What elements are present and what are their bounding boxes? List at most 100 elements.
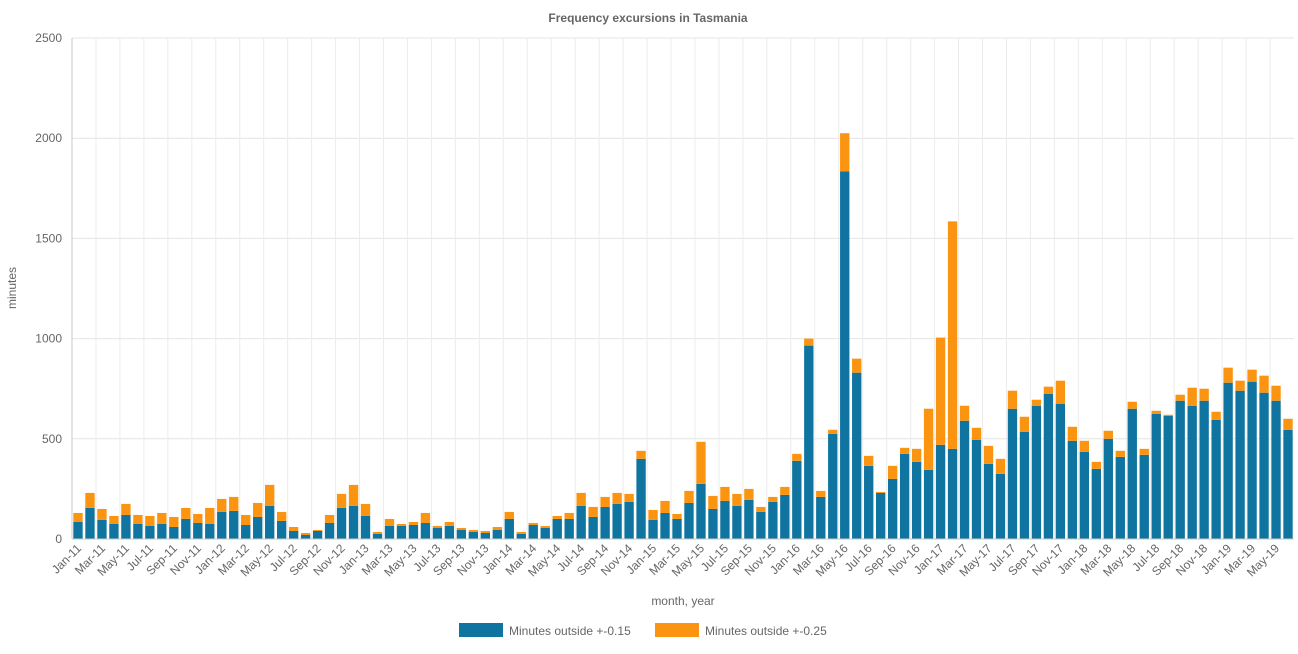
legend-swatch xyxy=(655,623,699,637)
bar-segment-015 xyxy=(552,518,562,539)
bar-segment-025 xyxy=(1283,418,1293,430)
bar-segment-025 xyxy=(828,429,838,434)
bar-segment-015 xyxy=(1283,429,1293,539)
bar-segment-025 xyxy=(1091,461,1101,469)
bar-segment-015 xyxy=(253,516,263,539)
bar-segment-025 xyxy=(864,455,874,466)
bar-segment-015 xyxy=(181,518,191,539)
bar-segment-015 xyxy=(528,524,538,539)
bar-segment-025 xyxy=(480,530,490,533)
bar-segment-015 xyxy=(1103,438,1113,539)
bar-segment-015 xyxy=(516,533,526,539)
bar-segment-015 xyxy=(708,508,718,539)
bar-segment-015 xyxy=(145,525,155,539)
bar-segment-015 xyxy=(612,503,622,539)
bar-segment-025 xyxy=(109,515,119,524)
bar-segment-015 xyxy=(1223,382,1233,539)
bar-segment-015 xyxy=(444,525,455,539)
bar-segment-025 xyxy=(265,484,275,506)
bar-segment-025 xyxy=(133,514,143,524)
bar-segment-015 xyxy=(732,505,742,539)
legend-label[interactable]: Minutes outside +-0.25 xyxy=(705,624,827,638)
bar-segment-025 xyxy=(169,516,179,527)
bar-segment-025 xyxy=(1127,401,1137,409)
bar-segment-015 xyxy=(1271,400,1281,539)
bar-segment-015 xyxy=(828,433,838,539)
bar-segment-015 xyxy=(109,523,119,539)
bar-segment-015 xyxy=(1175,400,1185,539)
bar-segment-015 xyxy=(456,529,467,539)
bar-segment-015 xyxy=(193,522,203,539)
bar-segment-025 xyxy=(732,493,742,506)
bar-segment-025 xyxy=(816,490,826,497)
bar-segment-025 xyxy=(528,522,538,525)
bar-segment-025 xyxy=(384,518,395,526)
bar-segment-025 xyxy=(564,512,574,519)
bar-segment-025 xyxy=(396,523,407,526)
bar-segment-015 xyxy=(85,507,95,539)
bar-segment-025 xyxy=(576,492,586,506)
bar-segment-025 xyxy=(288,526,299,531)
bar-segment-015 xyxy=(744,499,754,539)
bar-segment-015 xyxy=(360,515,371,539)
bar-segment-025 xyxy=(983,445,994,464)
bar-segment-015 xyxy=(1259,392,1269,539)
bar-segment-025 xyxy=(1007,390,1018,409)
bar-segment-025 xyxy=(887,465,898,479)
bar-segment-015 xyxy=(300,534,311,539)
y-tick-label: 500 xyxy=(42,432,62,446)
bar-segment-025 xyxy=(552,515,562,519)
bar-segment-015 xyxy=(157,523,167,539)
bar-segment-015 xyxy=(780,494,790,539)
bar-segment-025 xyxy=(241,514,251,525)
bar-segment-025 xyxy=(768,496,778,502)
bar-segment-025 xyxy=(899,447,910,454)
bar-segment-025 xyxy=(1115,450,1125,457)
bar-segment-015 xyxy=(492,529,502,539)
bar-segment-015 xyxy=(1079,451,1090,539)
bar-segment-025 xyxy=(876,491,886,493)
bar-segment-015 xyxy=(983,463,994,539)
bar-segment-015 xyxy=(804,345,814,539)
bar-segment-015 xyxy=(384,525,395,539)
bar-segment-025 xyxy=(73,512,83,522)
bar-segment-025 xyxy=(468,529,479,532)
bar-segment-025 xyxy=(145,515,155,526)
bar-segment-015 xyxy=(911,461,922,539)
bar-segment-025 xyxy=(696,441,706,484)
bar-segment-025 xyxy=(911,448,922,462)
legend-swatch xyxy=(459,623,503,637)
bar-segment-015 xyxy=(876,492,886,539)
legend-label[interactable]: Minutes outside +-0.15 xyxy=(509,624,631,638)
bar-segment-015 xyxy=(1247,381,1257,539)
bar-segment-025 xyxy=(756,506,766,512)
bar-segment-025 xyxy=(1067,426,1078,441)
bar-segment-025 xyxy=(205,507,215,524)
bar-segment-025 xyxy=(852,358,862,373)
bar-segment-015 xyxy=(372,533,383,539)
bar-segment-015 xyxy=(660,512,670,539)
bar-segment-015 xyxy=(923,469,934,539)
bar-segment-025 xyxy=(792,453,802,461)
bar-segment-015 xyxy=(971,439,982,539)
bar-segment-015 xyxy=(588,516,598,539)
bar-segment-025 xyxy=(1151,410,1161,414)
bar-segment-015 xyxy=(816,496,826,539)
bar-segment-015 xyxy=(241,524,251,539)
bar-segment-015 xyxy=(468,531,479,539)
bar-segment-015 xyxy=(1055,403,1066,539)
bar-segment-015 xyxy=(959,420,970,539)
bar-segment-015 xyxy=(1163,415,1173,539)
bar-segment-025 xyxy=(840,133,850,172)
bar-segment-025 xyxy=(372,531,383,534)
bar-segment-015 xyxy=(1043,393,1054,539)
bar-segment-015 xyxy=(97,519,107,539)
bar-segment-025 xyxy=(324,514,335,523)
bar-segment-025 xyxy=(660,500,670,513)
bar-segment-025 xyxy=(157,512,167,524)
bar-segment-015 xyxy=(947,448,958,539)
bar-segment-015 xyxy=(852,372,862,539)
bar-segment-015 xyxy=(1199,400,1209,539)
y-tick-label: 2000 xyxy=(35,131,62,145)
